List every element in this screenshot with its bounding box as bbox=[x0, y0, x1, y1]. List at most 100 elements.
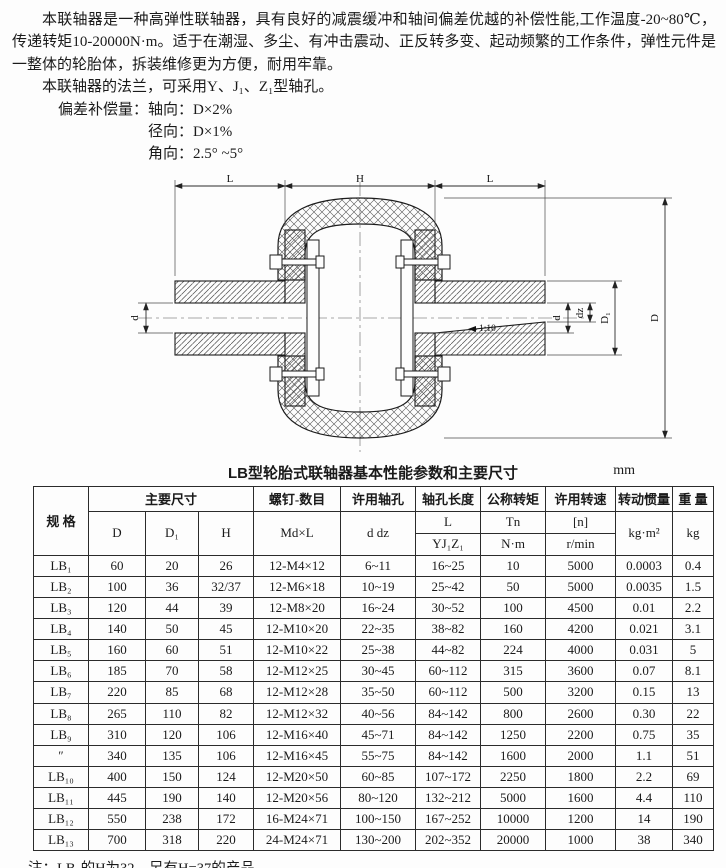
cell-bore: 25~38 bbox=[340, 639, 417, 662]
cell-bore: 16~24 bbox=[340, 597, 417, 620]
cell-bore-length: 84~142 bbox=[415, 702, 482, 725]
cell-D1: 150 bbox=[145, 765, 199, 788]
cell-spec: LB₂ bbox=[33, 575, 89, 599]
cell-H: 124 bbox=[197, 765, 255, 788]
table-row: ″ 340 135 106 12-M16×45 55~75 84~142 1600 2000 1.… bbox=[33, 744, 715, 767]
left-flange-lower bbox=[284, 332, 306, 407]
cell-D1: 85 bbox=[145, 681, 199, 704]
header-bore-len-L: L bbox=[415, 510, 482, 534]
dim-label-D1: D₁ bbox=[599, 312, 611, 324]
cell-screws: 12-M10×22 bbox=[253, 639, 342, 662]
cell-H: 106 bbox=[197, 744, 255, 767]
cell-bore-length: 132~212 bbox=[415, 786, 482, 809]
spec-table-body: LB₁ 60 20 26 12-M4×12 6~11 16~25 10 5000 0.0003 0.… bbox=[33, 554, 715, 852]
compensation-radial: 径向：D×1% bbox=[148, 124, 233, 141]
cell-screws: 12-M12×32 bbox=[253, 702, 342, 725]
cell-speed: 4200 bbox=[545, 618, 617, 641]
cell-weight: 2.2 bbox=[672, 597, 715, 620]
cell-bore: 45~71 bbox=[340, 723, 417, 746]
cell-weight: 51 bbox=[672, 744, 715, 767]
header-weight: 重 量 bbox=[672, 485, 715, 512]
cell-D: 60 bbox=[88, 554, 146, 577]
cell-D: 445 bbox=[88, 786, 146, 809]
compensation-block: 偏差补偿量： 轴向：D×2% 径向：D×1% 角向：2.5° ~5° bbox=[58, 99, 726, 166]
header-torque-unit: N·m bbox=[480, 532, 547, 556]
cell-D: 100 bbox=[88, 575, 146, 599]
cell-inertia: 1.1 bbox=[615, 744, 674, 767]
cell-speed: 2200 bbox=[545, 723, 617, 746]
cell-torque: 500 bbox=[480, 681, 547, 704]
cell-weight: 1.5 bbox=[672, 575, 715, 599]
cell-spec: LB₇ bbox=[33, 681, 89, 704]
dim-label-H: H bbox=[356, 173, 364, 185]
right-pressure-ring bbox=[400, 239, 414, 397]
cell-torque: 2250 bbox=[480, 765, 547, 788]
header-main-dims: 主要尺寸 bbox=[87, 485, 255, 512]
cell-speed: 4000 bbox=[545, 639, 617, 662]
cell-bore: 60~85 bbox=[340, 765, 417, 788]
cell-torque: 50 bbox=[480, 575, 547, 599]
cell-inertia: 0.021 bbox=[615, 618, 674, 641]
cell-bore-length: 60~112 bbox=[415, 660, 482, 683]
cell-weight: 5 bbox=[672, 639, 715, 662]
table-row: LB₅ 160 60 51 12-M10×22 25~38 44~82 224 4000 0.03… bbox=[33, 639, 715, 662]
cell-screws: 12-M16×45 bbox=[253, 744, 342, 767]
header-col-H: H bbox=[197, 510, 255, 556]
coupling-diagram: L H L d d dz D₁ D 1:1 bbox=[110, 168, 726, 460]
cell-D1: 238 bbox=[145, 807, 199, 831]
cell-torque: 315 bbox=[480, 660, 547, 683]
table-row: LB₁₀ 400 150 124 12-M20×50 60~85 107~172 2250 18… bbox=[33, 765, 715, 788]
cell-D1: 190 bbox=[145, 786, 199, 809]
dim-label-D: D bbox=[649, 314, 661, 322]
bolt-right-top bbox=[395, 254, 451, 270]
header-spec: 规 格 bbox=[33, 485, 89, 556]
right-flange-upper bbox=[414, 229, 436, 304]
cell-weight: 0.4 bbox=[672, 554, 715, 577]
cell-D: 140 bbox=[88, 618, 146, 641]
header-inertia-unit: kg·m² bbox=[615, 510, 674, 556]
unit-label: mm bbox=[613, 462, 635, 478]
cell-torque: 10 bbox=[480, 554, 547, 577]
cell-spec: LB₆ bbox=[33, 660, 89, 683]
cell-D1: 70 bbox=[145, 660, 199, 683]
header-bore-sub: d dz bbox=[340, 510, 417, 556]
cell-H: 39 bbox=[197, 597, 255, 620]
cell-screws: 12-M4×12 bbox=[253, 554, 342, 577]
cell-weight: 22 bbox=[672, 702, 715, 725]
cell-D1: 44 bbox=[145, 597, 199, 620]
cell-D: 220 bbox=[88, 681, 146, 704]
cell-spec: LB₁₁ bbox=[33, 786, 89, 809]
cell-bore: 35~50 bbox=[340, 681, 417, 704]
bolt-right-bottom bbox=[395, 366, 451, 382]
cell-inertia: 0.15 bbox=[615, 681, 674, 704]
cell-bore-length: 107~172 bbox=[415, 765, 482, 788]
left-flange-upper bbox=[284, 229, 306, 304]
cell-bore-length: 25~42 bbox=[415, 575, 482, 599]
cell-inertia: 0.0035 bbox=[615, 575, 674, 599]
header-torque-sym: Tn bbox=[480, 510, 547, 534]
cell-screws: 12-M6×18 bbox=[253, 575, 342, 599]
cell-inertia: 38 bbox=[615, 829, 674, 852]
header-bore: 许用轴孔 bbox=[340, 485, 417, 512]
cell-bore: 130~200 bbox=[340, 829, 417, 852]
header-speed-sym: [n] bbox=[545, 510, 617, 534]
bolt-left-top bbox=[269, 254, 325, 270]
cell-bore-length: 167~252 bbox=[415, 807, 482, 831]
cell-weight: 8.1 bbox=[672, 660, 715, 683]
cell-torque: 1600 bbox=[480, 744, 547, 767]
cell-bore-length: 60~112 bbox=[415, 681, 482, 704]
table-row: LB₁₁ 445 190 140 12-M20×56 80~120 132~212 5000 1… bbox=[33, 786, 715, 809]
header-bore-len: 轴孔长度 bbox=[415, 485, 482, 512]
cell-screws: 12-M20×56 bbox=[253, 786, 342, 809]
cell-screws: 12-M20×50 bbox=[253, 765, 342, 788]
cell-torque: 1250 bbox=[480, 723, 547, 746]
dim-label-dz: dz bbox=[574, 308, 586, 319]
cell-weight: 3.1 bbox=[672, 618, 715, 641]
header-col-D1: D₁ bbox=[145, 510, 199, 556]
bolt-left-bottom bbox=[269, 366, 325, 382]
cell-speed: 5000 bbox=[545, 554, 617, 577]
cell-speed: 1200 bbox=[545, 807, 617, 831]
dim-label-d-right: d bbox=[551, 315, 563, 321]
coupling-drawing: L H L d d dz D₁ D 1:1 bbox=[129, 173, 672, 452]
cell-screws: 12-M12×28 bbox=[253, 681, 342, 704]
